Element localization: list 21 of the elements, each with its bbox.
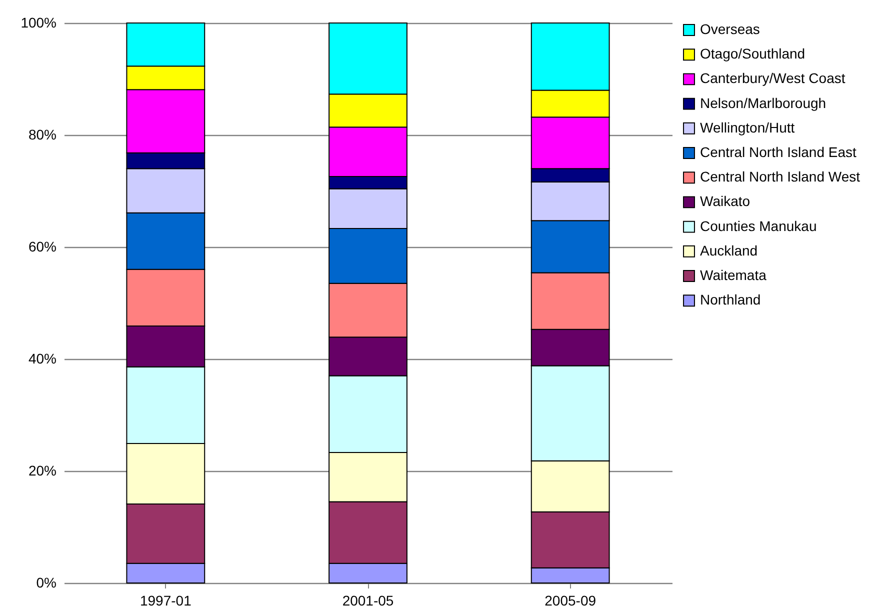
y-tick-label: 20% xyxy=(28,462,56,478)
legend-label: Wellington/Hutt xyxy=(700,119,795,136)
legend-label: Auckland xyxy=(700,242,758,258)
legend-label: Canterbury/West Coast xyxy=(700,70,846,86)
legend-label: Central North Island West xyxy=(700,168,860,185)
legend-label: Otago/Southland xyxy=(700,46,806,62)
legend-label: Northland xyxy=(700,292,761,308)
x-tick-label: 1997-01 xyxy=(140,592,192,608)
y-tick-label: 100% xyxy=(20,14,56,30)
legend-label: Waitemata xyxy=(700,267,767,283)
y-tick-label: 0% xyxy=(36,574,56,590)
x-tick-label: 2001-05 xyxy=(342,592,394,608)
legend-label: Nelson/Marlborough xyxy=(700,94,826,111)
legend-label: Central North Island East xyxy=(700,144,857,160)
y-tick-label: 40% xyxy=(28,350,56,366)
legend-label: Waikato xyxy=(700,193,750,210)
x-tick-label: 2005-09 xyxy=(544,592,596,608)
y-tick-label: 60% xyxy=(28,238,56,254)
legend-label: Overseas xyxy=(700,21,760,37)
legend-label: Counties Manukau xyxy=(700,218,817,234)
y-tick-label: 80% xyxy=(28,126,56,142)
